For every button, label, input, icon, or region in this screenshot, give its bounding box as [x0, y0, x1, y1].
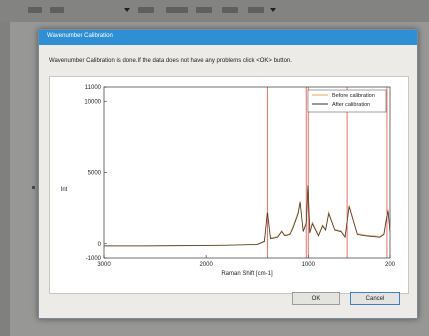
- calibration-chart: 3000 2000 1000 200 11000 10000 5000 0 -1000 Befo…: [49, 76, 409, 294]
- toolbar-icon[interactable]: [28, 7, 42, 13]
- y-tick-label: -1000: [86, 256, 102, 262]
- y-tick-label: 11000: [85, 85, 102, 91]
- cancel-button[interactable]: Cancel: [350, 292, 400, 305]
- legend-label: Before calibration: [332, 93, 375, 99]
- toolbar-icon[interactable]: [138, 7, 154, 13]
- chart-legend: Before calibration After calibration: [307, 89, 387, 113]
- dialog-title-bar[interactable]: Wavenumber Calibration: [39, 30, 417, 45]
- x-tick-label: 200: [385, 262, 396, 268]
- legend-label: After calibration: [332, 102, 370, 108]
- axis-ticks: 3000 2000 1000 200 11000 10000 5000 0 -1000: [84, 85, 395, 268]
- wavenumber-calibration-dialog: Wavenumber Calibration Wavenumber Calibr…: [38, 29, 418, 319]
- y-tick-label: 0: [98, 242, 102, 248]
- background-plot-marker: [32, 186, 35, 189]
- toolbar-icon[interactable]: [222, 7, 238, 13]
- x-tick-label: 3000: [97, 262, 111, 268]
- marker-lines: [266, 87, 388, 258]
- dialog-title: Wavenumber Calibration: [47, 33, 113, 39]
- background-toolbar: [0, 0, 429, 23]
- y-axis-label: Int: [61, 187, 68, 193]
- toolbar-icon[interactable]: [166, 7, 188, 13]
- dialog-message: Wavenumber Calibration is done.If the da…: [49, 58, 292, 64]
- calibration-chart-svg: 3000 2000 1000 200 11000 10000 5000 0 -1000 Befo…: [61, 85, 396, 277]
- ok-button[interactable]: OK: [292, 292, 340, 305]
- x-tick-label: 2000: [199, 262, 213, 268]
- series-line-after-calibration: [104, 185, 391, 247]
- series-lines: [104, 183, 391, 247]
- toolbar-icon[interactable]: [248, 7, 264, 13]
- y-tick-label: 10000: [84, 99, 101, 105]
- toolbar-icon[interactable]: [50, 7, 64, 13]
- y-tick-label: 5000: [88, 171, 102, 177]
- dropdown-arrow-icon[interactable]: [270, 8, 276, 12]
- toolbar-icon[interactable]: [196, 7, 212, 13]
- x-tick-label: 1000: [302, 262, 316, 268]
- x-axis-label: Raman Shift [cm-1]: [221, 271, 273, 277]
- dropdown-arrow-icon[interactable]: [124, 8, 130, 12]
